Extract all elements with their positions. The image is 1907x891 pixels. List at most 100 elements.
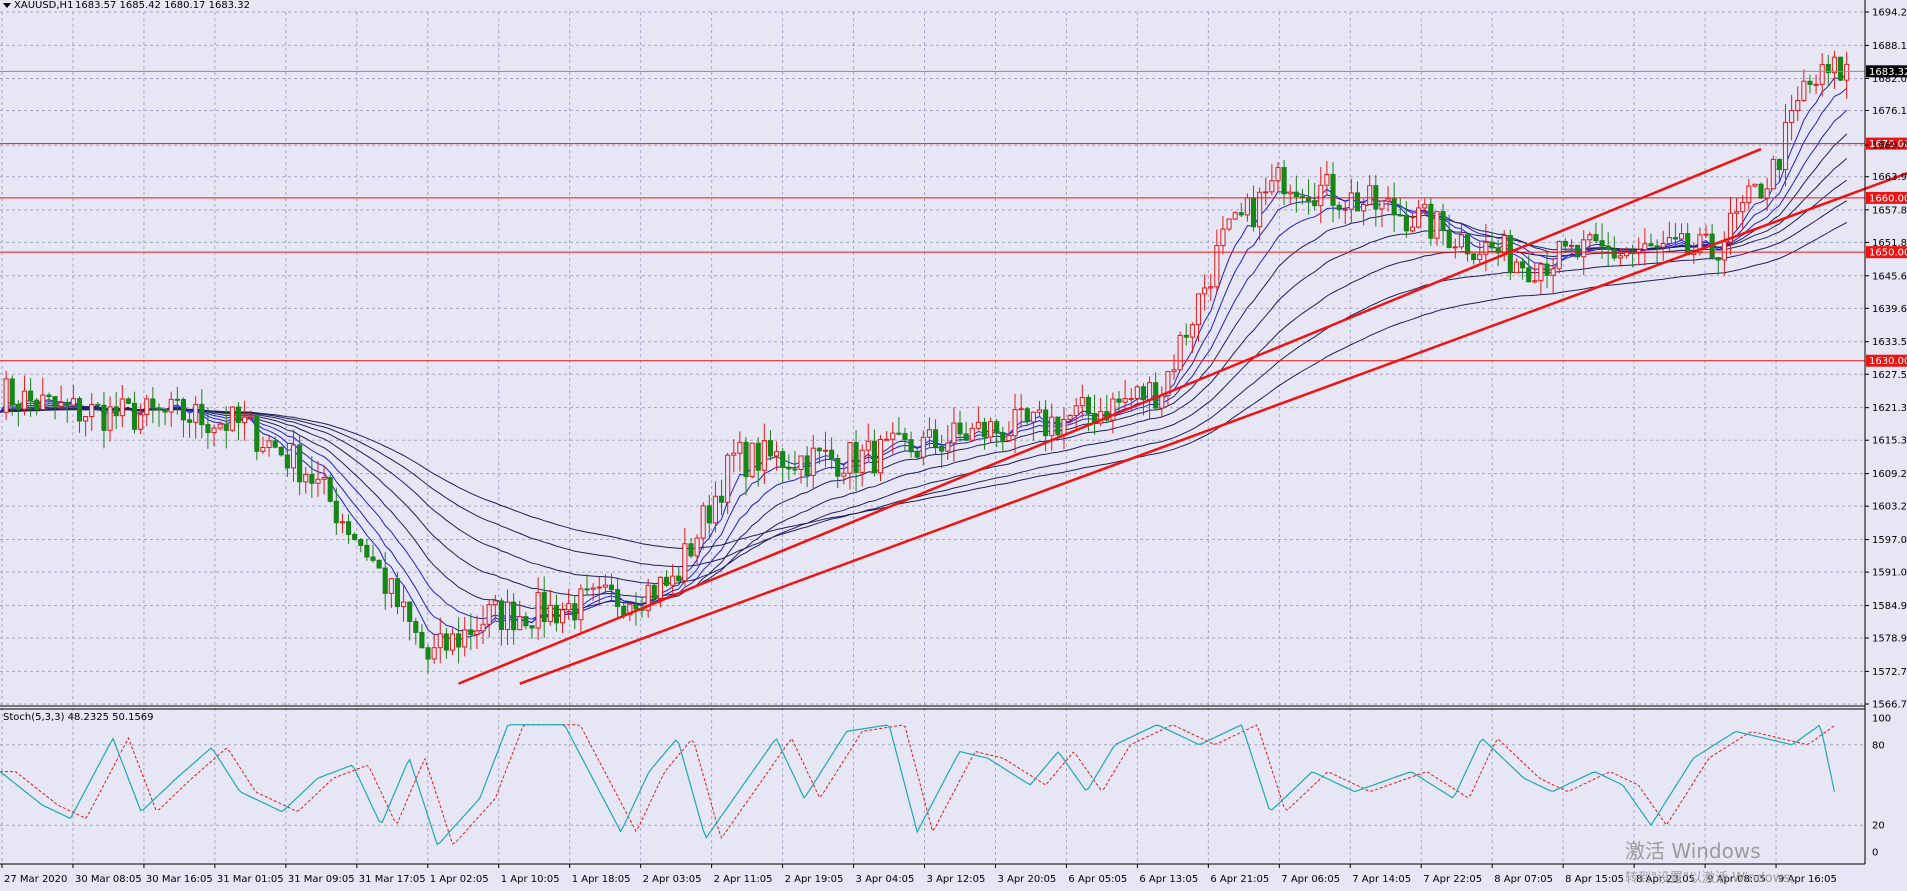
candle-down [1776, 158, 1782, 171]
candle-up [290, 444, 297, 469]
candle-up [566, 603, 572, 611]
horizontal-levels[interactable]: 1670.00 1660.00 1650.00 1630.00 1683.32 [0, 65, 1907, 367]
ema-line [0, 222, 1847, 550]
candle-down [1648, 243, 1654, 247]
candle-down [1250, 197, 1257, 228]
candle-up [1452, 246, 1458, 249]
stoch-level-label: 100 [1872, 714, 1891, 725]
candle-down [1312, 200, 1318, 207]
candle-down [1758, 183, 1764, 199]
candle-down [939, 446, 945, 452]
candle-up [1434, 211, 1440, 239]
price-tick-label: 1657.80 [1872, 205, 1907, 216]
candle-down [981, 421, 988, 438]
candle-down [64, 402, 70, 406]
time-tick-label: 1 Apr 10:05 [501, 874, 560, 885]
candle-down [780, 451, 786, 468]
candle-down [180, 398, 186, 421]
candle-up [798, 455, 804, 470]
candle-up [822, 449, 829, 452]
candle-up [1770, 158, 1776, 190]
trendlines[interactable] [458, 147, 1907, 685]
time-tick-label: 6 Apr 21:05 [1210, 874, 1269, 885]
candle-up [1128, 397, 1134, 400]
price-tick-label: 1694.25 [1872, 8, 1907, 19]
candle-down [1715, 257, 1721, 261]
stoch-label: Stoch(5,3,3) 48.2325 50.1569 [3, 712, 154, 723]
activation-watermark-title: 激活 Windows [1625, 839, 1761, 863]
candle-up [517, 616, 523, 631]
ema-line [0, 74, 1847, 641]
moving-average-ribbon [0, 74, 1848, 641]
candle-down [309, 473, 315, 484]
candle-up [1538, 263, 1544, 282]
candle-down [1807, 80, 1813, 85]
time-tick-label: 2 Apr 19:05 [785, 874, 844, 885]
candle-up [1171, 369, 1177, 373]
candle-up [1348, 192, 1354, 210]
candle-down [199, 403, 205, 426]
candle-down [1599, 240, 1605, 247]
candle-up [1483, 241, 1489, 255]
time-tick-label: 8 Apr 23:05 [1636, 874, 1695, 885]
candle-down [688, 543, 694, 557]
candle-down [101, 404, 107, 431]
candle-down [786, 466, 792, 470]
stoch-level-label: 80 [1872, 740, 1885, 751]
candle-down [254, 415, 260, 452]
candle-up [211, 427, 217, 434]
candle-up [694, 537, 700, 557]
candle-up [1226, 218, 1232, 230]
time-tick-label: 27 Mar 2020 [4, 874, 67, 885]
price-tick-label: 1566.75 [1872, 700, 1907, 711]
candle-up [1477, 253, 1483, 261]
time-tick-label: 9 Apr 08:05 [1707, 874, 1766, 885]
candle-up [1568, 244, 1575, 247]
candle-down [297, 444, 303, 483]
candle-down [615, 589, 621, 607]
time-tick-label: 2 Apr 03:05 [643, 874, 702, 885]
candle-up [1361, 203, 1367, 212]
level-tag [1866, 246, 1907, 259]
symbol-label: XAUUSD,H1 [14, 0, 73, 11]
candle-up [1831, 56, 1837, 74]
candle-down [829, 449, 835, 459]
candle-up [83, 416, 89, 422]
current-price-tag [1866, 65, 1907, 78]
candle-down [1403, 215, 1409, 232]
candle-down [205, 424, 211, 434]
candle-down [1562, 240, 1568, 247]
candle-down [113, 406, 119, 417]
candle-up [1789, 110, 1795, 123]
candle-up [865, 440, 871, 451]
candle-up [645, 584, 651, 611]
candle-down [529, 625, 535, 629]
time-tick-label: 31 Mar 17:05 [359, 874, 426, 885]
candle-up [1679, 233, 1685, 240]
candle-up [1189, 324, 1195, 338]
candle-up [1244, 197, 1250, 216]
candle-down [95, 403, 101, 406]
time-tick-label: 1 Apr 02:05 [430, 874, 489, 885]
candle-down [9, 378, 15, 406]
price-tick-label: 1663.90 [1872, 172, 1907, 183]
candle-down [278, 446, 284, 456]
candle-up [242, 416, 248, 424]
candle-down [1471, 253, 1477, 261]
candle-down [584, 588, 590, 591]
candle-down [541, 592, 547, 623]
current-price-label: 1683.32 [1869, 67, 1907, 78]
candle-up [1030, 411, 1036, 423]
candle-down [272, 440, 278, 448]
candle-up [670, 575, 676, 586]
candle-down [957, 422, 963, 435]
candle-up [119, 398, 125, 417]
candle-up [712, 495, 718, 524]
candle-up [951, 422, 957, 444]
candle-down [125, 398, 131, 404]
candle-up [1342, 208, 1348, 211]
candle-down [223, 423, 229, 431]
collapse-triangle-icon[interactable] [3, 3, 11, 8]
candle-down [835, 457, 841, 477]
